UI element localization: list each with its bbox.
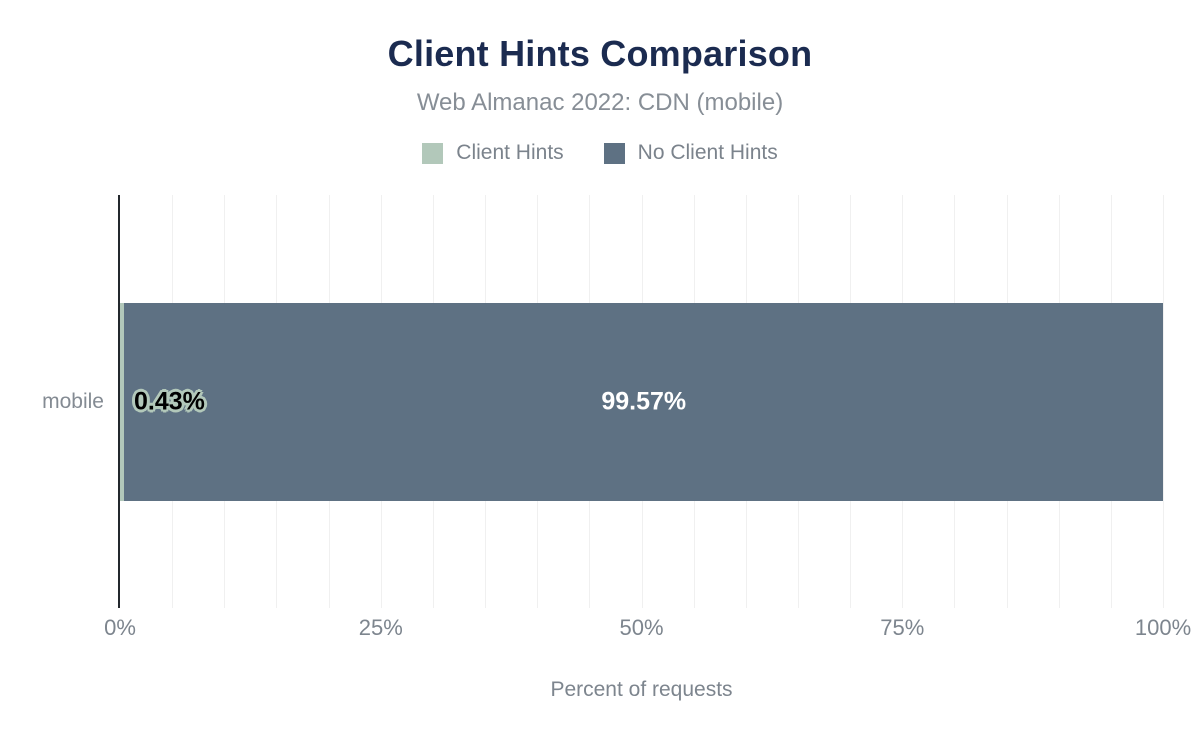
x-axis-ticks: 0% 25% 50% 75% 100% xyxy=(104,615,1191,645)
x-axis-title: Percent of requests xyxy=(550,678,733,701)
category-label-mobile: mobile xyxy=(42,390,104,413)
bar-segment-client-hints xyxy=(120,303,125,501)
plot-area: 0.43% 99.57% xyxy=(118,195,1164,608)
legend: Client Hints No Client Hints xyxy=(0,141,1200,165)
gridline xyxy=(1163,195,1164,608)
chart-title: Client Hints Comparison xyxy=(387,33,813,74)
x-tick-label: 100% xyxy=(1134,615,1192,640)
legend-item-client-hints: Client Hints xyxy=(422,141,564,165)
x-tick-label: 0% xyxy=(104,615,136,640)
bar-segment-no-client-hints xyxy=(124,303,1163,501)
x-tick-label: 75% xyxy=(880,615,925,640)
legend-label: Client Hints xyxy=(456,141,564,164)
x-tick-label: 25% xyxy=(358,615,403,640)
bar-value-label: 99.57% xyxy=(601,387,687,416)
bar-value-label: 0.43% xyxy=(134,387,205,416)
bar-mobile: 0.43% 99.57% xyxy=(120,303,1163,501)
chart-subtitle: Web Almanac 2022: CDN (mobile) xyxy=(416,89,784,116)
legend-label: No Client Hints xyxy=(637,141,778,164)
legend-swatch-icon xyxy=(603,142,625,164)
legend-item-no-client-hints: No Client Hints xyxy=(603,141,778,165)
x-tick-label: 50% xyxy=(619,615,664,640)
legend-swatch-icon xyxy=(422,142,444,164)
